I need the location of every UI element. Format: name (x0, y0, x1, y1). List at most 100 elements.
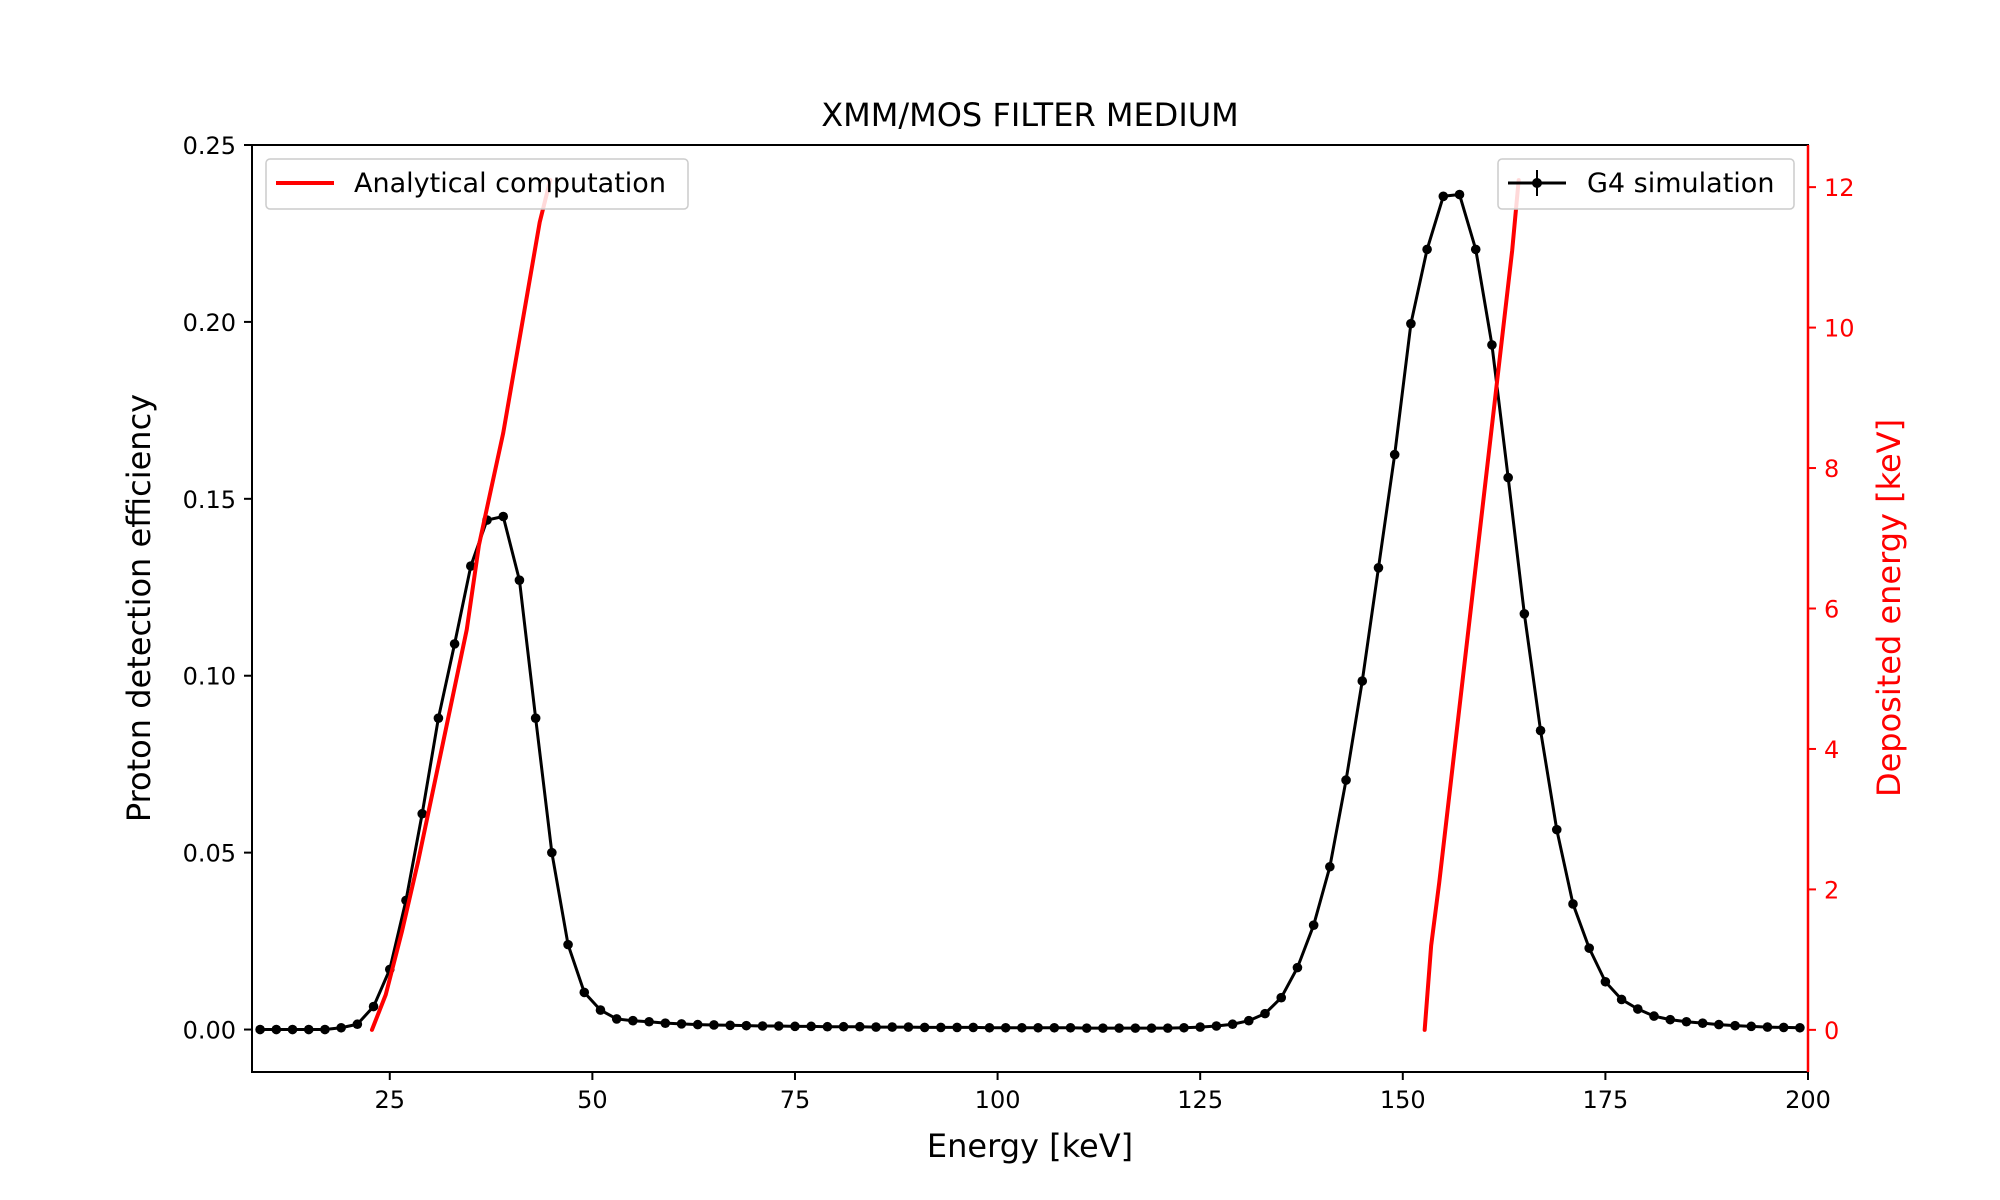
g4-simulation-point (1195, 1022, 1205, 1032)
x-tick-label: 175 (1582, 1086, 1628, 1114)
x-tick-label: 25 (374, 1086, 405, 1114)
g4-simulation-point (352, 1019, 363, 1030)
g4-simulation-point (660, 1018, 671, 1028)
g4-simulation-point (1179, 1022, 1189, 1033)
x-tick-label: 150 (1380, 1086, 1426, 1114)
g4-simulation-point (1697, 1018, 1708, 1028)
g4-simulation-point (1211, 1021, 1222, 1031)
g4-simulation-point (579, 987, 590, 998)
g4-simulation-point (563, 939, 573, 950)
g4-simulation-point (1049, 1022, 1060, 1033)
y2-tick-label: 10 (1824, 315, 1855, 343)
g4-simulation-point (984, 1022, 995, 1033)
x-tick-label: 100 (975, 1086, 1021, 1114)
g4-simulation-point (530, 713, 541, 723)
g4-simulation-point (547, 847, 557, 858)
g4-simulation-point (1730, 1020, 1740, 1031)
legend-g4: G4 simulation (1497, 158, 1795, 210)
g4-simulation-point (417, 808, 427, 819)
g4-simulation-point (255, 1024, 265, 1035)
g4-simulation-point (1714, 1019, 1724, 1030)
g4-simulation-point (1406, 318, 1416, 329)
y2-tick-label: 6 (1824, 596, 1839, 624)
g4-simulation-point (1795, 1022, 1805, 1033)
x-tick-label: 200 (1785, 1086, 1831, 1114)
legend-analytical-frame (265, 158, 689, 210)
y-tick-label: 0.25 (183, 132, 236, 160)
g4-simulation-point (1130, 1023, 1141, 1033)
y-axis-left: 0.00 0.05 0.10 0.15 0.20 0.25 (183, 132, 252, 1045)
g4-simulation-point (271, 1024, 282, 1035)
g4-simulation-point (644, 1016, 654, 1027)
y-tick-label: 0.15 (183, 486, 236, 514)
g4-simulation-point (1535, 725, 1546, 736)
g4-simulation-point (628, 1015, 638, 1026)
g4-simulation-point (806, 1021, 816, 1032)
g4-simulation-point (336, 1022, 346, 1033)
x-tick-label: 125 (1177, 1086, 1223, 1114)
g4-simulation-point (1081, 1023, 1092, 1033)
g4-simulation-point (1551, 824, 1562, 835)
g4-simulation-point (1584, 943, 1594, 953)
g4-simulation-point (773, 1021, 784, 1031)
g4-simulation-point (1519, 609, 1530, 619)
g4-simulation-point (903, 1022, 914, 1032)
g4-simulation-point (1065, 1022, 1076, 1033)
g4-simulation-point (692, 1019, 703, 1030)
g4-simulation-point (433, 713, 444, 723)
g4-simulation-point (1244, 1015, 1254, 1026)
g4-simulation-point (741, 1020, 752, 1031)
y-axis-label: Proton detection efficiency (120, 394, 158, 822)
g4-simulation-point (1649, 1011, 1659, 1021)
g4-simulation-point (1487, 340, 1497, 350)
g4-simulation-point (919, 1022, 930, 1033)
legend-g4-marker (1532, 178, 1542, 188)
y-tick-label: 0.10 (183, 663, 236, 691)
legend-analytical: Analytical computation (265, 158, 689, 210)
legend-analytical-label: Analytical computation (354, 168, 666, 199)
g4-simulation-point (1098, 1023, 1108, 1033)
g4-simulation-point (1778, 1022, 1789, 1033)
g4-simulation-point (1389, 449, 1400, 460)
g4-simulation-point (855, 1021, 865, 1032)
g4-simulation-point (1017, 1022, 1027, 1033)
g4-simulation-point (709, 1020, 719, 1030)
x-axis: 25 50 75 100 125 150 175 200 (374, 1072, 1831, 1114)
series-layer (255, 178, 1805, 1035)
g4-simulation-point (1325, 861, 1335, 872)
g4-simulation-point (790, 1021, 800, 1032)
g4-simulation-point (725, 1020, 735, 1031)
g4-simulation-point (1470, 244, 1481, 255)
g4-simulation-point (1600, 976, 1611, 987)
legend-g4-frame (1497, 158, 1795, 210)
g4-simulation-point (1114, 1023, 1124, 1033)
g4-simulation-point (1162, 1023, 1173, 1033)
g4-simulation-point (1422, 244, 1432, 255)
analytical-computation-line (369, 178, 553, 1032)
g4-simulation-point (968, 1022, 979, 1033)
g4-simulation-point (1616, 994, 1627, 1005)
g4-simulation-point (1762, 1022, 1773, 1032)
g4-simulation-point (871, 1022, 881, 1032)
g4-simulation-point (303, 1024, 314, 1035)
g4-simulation-point (1227, 1019, 1238, 1030)
g4-simulation-point (1292, 962, 1303, 973)
g4-simulation-point (1503, 472, 1513, 483)
g4-simulation-point (1260, 1008, 1270, 1019)
x-tick-label: 50 (577, 1086, 608, 1114)
y2-axis-label: Deposited energy [keV] (1870, 419, 1908, 797)
g4-simulation-point (1633, 1004, 1643, 1014)
g4-simulation-point (368, 1001, 379, 1012)
g4-simulation-point (1681, 1016, 1692, 1027)
g4-simulation-point (287, 1024, 298, 1035)
g4-simulation-point (1568, 899, 1578, 909)
g4-simulation-point (611, 1014, 622, 1024)
g4-simulation-point (936, 1022, 946, 1033)
g4-simulation-point (1665, 1014, 1676, 1025)
g4-simulation-point (466, 561, 476, 571)
g4-simulation-point (757, 1021, 768, 1031)
g4-simulation-point (320, 1024, 330, 1035)
g4-simulation-point (1341, 775, 1351, 785)
g4-simulation-point (1000, 1022, 1011, 1033)
